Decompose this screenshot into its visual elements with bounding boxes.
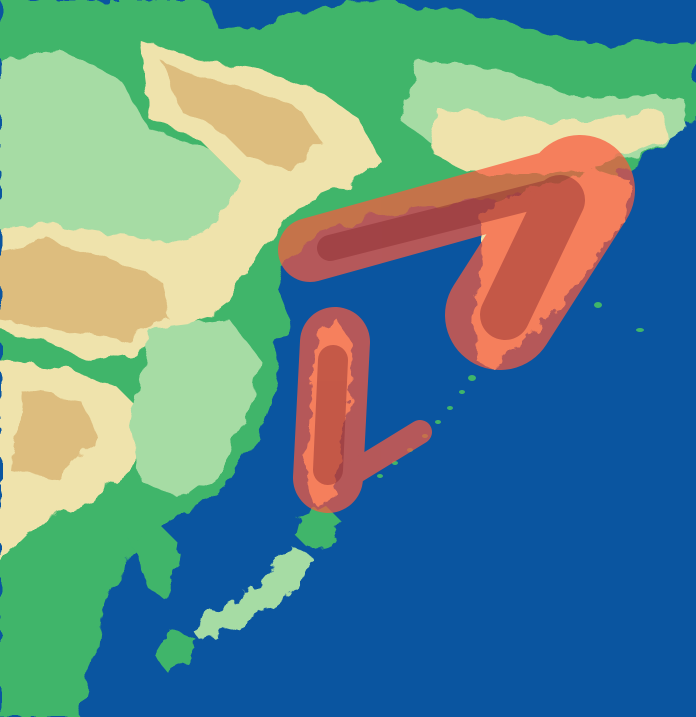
korea-peninsula (130, 525, 180, 600)
highlight-sakhalin-kurils (293, 307, 432, 513)
uplands (160, 60, 320, 170)
honshu-island (190, 545, 310, 640)
highlight-dark-core (313, 175, 585, 485)
highlight-band-sakhalin (293, 307, 370, 513)
highlight-band-kuril-hook (333, 420, 432, 490)
plains-north (0, 50, 250, 250)
highlight-okhotsk-kamchatka (278, 135, 635, 370)
coastal-plain-east (130, 320, 260, 500)
uplands-south (10, 390, 100, 480)
hokkaido-island (295, 505, 340, 550)
uplands-west (0, 240, 170, 340)
kyushu-shikoku (155, 630, 195, 670)
highlight-band-kamchatka (445, 135, 635, 370)
